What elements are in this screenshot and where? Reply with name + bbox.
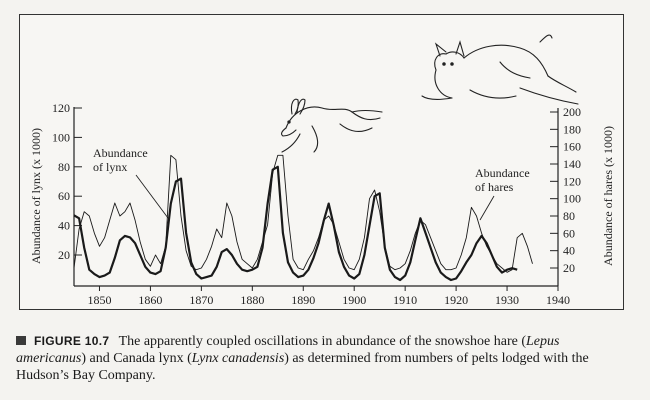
right-tick-label: 40	[563, 244, 575, 258]
right-tick-label: 200	[563, 105, 581, 119]
left-axis-title: Abundance of lynx (x 1000)	[29, 128, 43, 264]
caption-text-2: ) and Canada lynx (	[81, 351, 192, 366]
hares-annotation-pointer	[479, 195, 495, 221]
lynx-annotation-pointer	[135, 174, 169, 219]
lynx-illustration	[421, 34, 579, 105]
left-tick-label: 60	[58, 189, 70, 203]
hares-annotation: Abundance of hares	[475, 166, 530, 221]
hare-illustration	[281, 98, 383, 153]
figure-frame	[19, 14, 624, 310]
lynx-hare-chart: Abundance of lynx (x 1000) Abundance of …	[29, 34, 615, 307]
x-tick-label: 1910	[393, 293, 417, 307]
x-tick-label: 1880	[240, 293, 264, 307]
right-tick-label: 160	[563, 140, 581, 154]
hares-annotation-line-2: of hares	[475, 180, 514, 194]
x-tick-label: 1850	[87, 293, 111, 307]
caption-text-1: The apparently coupled oscillations in a…	[118, 334, 526, 349]
caption-lynx-latin: Lynx canadensis	[191, 351, 285, 366]
left-tick-label: 120	[52, 101, 70, 115]
caption-hare-latin: Lepus americanus	[16, 334, 560, 366]
figure-caption: FIGURE 10.7 The apparently coupled oscil…	[16, 333, 631, 384]
caption-marker	[16, 336, 26, 345]
right-tick-label: 180	[563, 122, 581, 136]
left-tick-label: 20	[58, 248, 70, 262]
caption-figure-label: FIGURE 10.7	[34, 334, 110, 348]
hare-series-line	[73, 154, 533, 273]
x-tick-label: 1870	[189, 293, 213, 307]
lynx-series-line	[73, 165, 518, 282]
right-axis-title: Abundance of hares (x 1000)	[601, 126, 615, 266]
right-tick-label: 120	[563, 174, 581, 188]
left-tick-label: 100	[52, 130, 70, 144]
x-tick-label: 1900	[342, 293, 366, 307]
right-tick-label: 140	[563, 157, 581, 171]
left-tick-label: 40	[58, 219, 70, 233]
left-tick-label: 80	[58, 160, 70, 174]
lynx-annotation: Abundance of lynx	[93, 146, 169, 219]
x-tick-label: 1860	[138, 293, 162, 307]
ticks-layer: 1850 1860 1870 1880 1890 1900 1910 1920 1930 1940…	[52, 101, 581, 307]
x-tick-label: 1890	[291, 293, 315, 307]
x-tick-label: 1940	[546, 293, 570, 307]
caption-text-3: ) as determined from numbers of pelts lo…	[16, 351, 589, 383]
hares-annotation-line-1: Abundance	[475, 166, 530, 180]
x-tick-label: 1930	[495, 293, 519, 307]
right-tick-label: 80	[563, 209, 575, 223]
lynx-annotation-line-1: Abundance	[93, 146, 148, 160]
lynx-annotation-line-2: of lynx	[93, 160, 127, 174]
right-tick-label: 60	[563, 226, 575, 240]
series-layer	[73, 154, 533, 282]
right-tick-label: 100	[563, 192, 581, 206]
x-tick-label: 1920	[444, 293, 468, 307]
right-tick-label: 20	[563, 261, 575, 275]
